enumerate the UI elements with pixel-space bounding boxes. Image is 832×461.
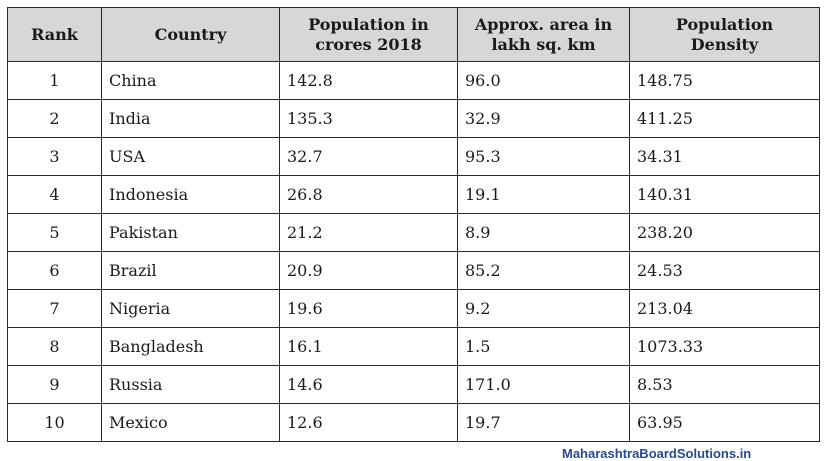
table-header: Rank Country Population in crores 2018 A… [7, 7, 820, 62]
cell-rank: 10 [7, 403, 102, 442]
header-area-line1: Approx. area in [474, 14, 613, 34]
cell-country: Russia [101, 365, 280, 404]
cell-density: 238.20 [629, 213, 820, 252]
table-row: 10 Mexico 12.6 19.7 63.95 [7, 403, 820, 442]
cell-rank: 5 [7, 213, 102, 252]
table-row: 8 Bangladesh 16.1 1.5 1073.33 [7, 327, 820, 366]
header-country: Country [101, 7, 280, 62]
header-population-line1: Population in [308, 14, 429, 34]
cell-area: 19.1 [457, 175, 630, 214]
cell-area: 1.5 [457, 327, 630, 366]
cell-area: 95.3 [457, 137, 630, 176]
cell-population: 21.2 [279, 213, 458, 252]
cell-country: Nigeria [101, 289, 280, 328]
cell-density: 34.31 [629, 137, 820, 176]
cell-population: 32.7 [279, 137, 458, 176]
cell-country: Brazil [101, 251, 280, 290]
cell-area: 8.9 [457, 213, 630, 252]
cell-density: 213.04 [629, 289, 820, 328]
cell-rank: 3 [7, 137, 102, 176]
cell-country: USA [101, 137, 280, 176]
cell-population: 20.9 [279, 251, 458, 290]
cell-rank: 4 [7, 175, 102, 214]
header-density-line2: Density [690, 34, 759, 54]
header-rank: Rank [7, 7, 102, 62]
cell-density: 148.75 [629, 61, 820, 100]
cell-area: 96.0 [457, 61, 630, 100]
population-table-container: Rank Country Population in crores 2018 A… [7, 7, 820, 442]
cell-rank: 6 [7, 251, 102, 290]
cell-country: Mexico [101, 403, 280, 442]
cell-rank: 2 [7, 99, 102, 138]
header-area: Approx. area in lakh sq. km [457, 7, 630, 62]
cell-population: 26.8 [279, 175, 458, 214]
table-row: 5 Pakistan 21.2 8.9 238.20 [7, 213, 820, 252]
table-row: 3 USA 32.7 95.3 34.31 [7, 137, 820, 176]
cell-population: 16.1 [279, 327, 458, 366]
cell-population: 142.8 [279, 61, 458, 100]
cell-rank: 8 [7, 327, 102, 366]
cell-rank: 1 [7, 61, 102, 100]
cell-area: 19.7 [457, 403, 630, 442]
header-density-line1: Population [675, 14, 774, 34]
table-row: 4 Indonesia 26.8 19.1 140.31 [7, 175, 820, 214]
cell-country: Bangladesh [101, 327, 280, 366]
cell-population: 14.6 [279, 365, 458, 404]
cell-country: China [101, 61, 280, 100]
cell-rank: 9 [7, 365, 102, 404]
header-area-line2: lakh sq. km [491, 34, 596, 54]
header-row: Rank Country Population in crores 2018 A… [7, 7, 820, 62]
cell-area: 9.2 [457, 289, 630, 328]
cell-area: 32.9 [457, 99, 630, 138]
header-population: Population in crores 2018 [279, 7, 458, 62]
cell-density: 63.95 [629, 403, 820, 442]
cell-density: 8.53 [629, 365, 820, 404]
cell-population: 135.3 [279, 99, 458, 138]
header-population-line2: crores 2018 [315, 34, 422, 54]
cell-country: Indonesia [101, 175, 280, 214]
cell-area: 85.2 [457, 251, 630, 290]
cell-density: 411.25 [629, 99, 820, 138]
cell-country: Pakistan [101, 213, 280, 252]
population-table: Rank Country Population in crores 2018 A… [7, 7, 820, 442]
watermark: MaharashtraBoardSolutions.in [562, 446, 752, 461]
cell-area: 171.0 [457, 365, 630, 404]
cell-population: 12.6 [279, 403, 458, 442]
table-row: 7 Nigeria 19.6 9.2 213.04 [7, 289, 820, 328]
table-row: 1 China 142.8 96.0 148.75 [7, 61, 820, 100]
table-row: 9 Russia 14.6 171.0 8.53 [7, 365, 820, 404]
table-row: 6 Brazil 20.9 85.2 24.53 [7, 251, 820, 290]
cell-population: 19.6 [279, 289, 458, 328]
cell-country: India [101, 99, 280, 138]
cell-density: 1073.33 [629, 327, 820, 366]
header-density: Population Density [629, 7, 820, 62]
table-body: 1 China 142.8 96.0 148.75 2 India 135.3 … [7, 61, 820, 442]
cell-density: 24.53 [629, 251, 820, 290]
cell-density: 140.31 [629, 175, 820, 214]
table-row: 2 India 135.3 32.9 411.25 [7, 99, 820, 138]
cell-rank: 7 [7, 289, 102, 328]
